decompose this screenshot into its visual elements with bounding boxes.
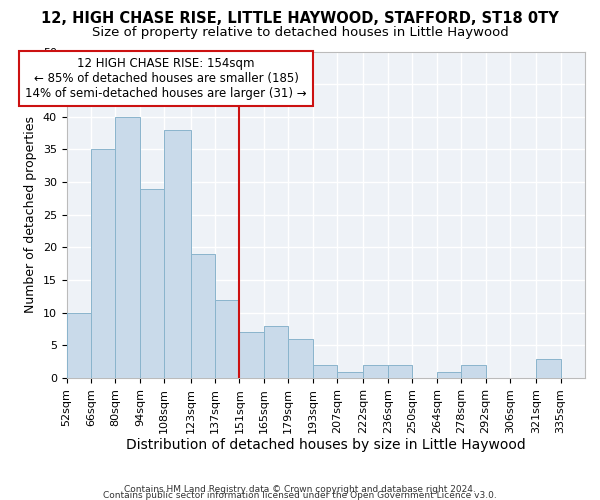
Bar (115, 117, 140, 378)
Bar (288, 339, 313, 378)
Bar (364, 365, 388, 378)
Bar (67, 313, 91, 378)
Text: 12 HIGH CHASE RISE: 154sqm
← 85% of detached houses are smaller (185)
14% of sem: 12 HIGH CHASE RISE: 154sqm ← 85% of deta… (25, 56, 307, 100)
Bar (140, 188, 164, 378)
Bar (91, 150, 115, 378)
Bar (313, 365, 337, 378)
Bar (461, 365, 485, 378)
Bar (164, 130, 191, 378)
Bar (337, 372, 364, 378)
Text: Contains HM Land Registry data © Crown copyright and database right 2024.: Contains HM Land Registry data © Crown c… (124, 485, 476, 494)
Bar (536, 358, 560, 378)
Bar (264, 326, 288, 378)
Bar (388, 365, 412, 378)
Bar (437, 372, 461, 378)
X-axis label: Distribution of detached houses by size in Little Haywood: Distribution of detached houses by size … (126, 438, 526, 452)
Y-axis label: Number of detached properties: Number of detached properties (24, 116, 37, 314)
Bar (215, 300, 239, 378)
Bar (239, 332, 264, 378)
Text: Size of property relative to detached houses in Little Haywood: Size of property relative to detached ho… (92, 26, 508, 39)
Text: 12, HIGH CHASE RISE, LITTLE HAYWOOD, STAFFORD, ST18 0TY: 12, HIGH CHASE RISE, LITTLE HAYWOOD, STA… (41, 11, 559, 26)
Text: Contains public sector information licensed under the Open Government Licence v3: Contains public sector information licen… (103, 491, 497, 500)
Bar (191, 254, 215, 378)
